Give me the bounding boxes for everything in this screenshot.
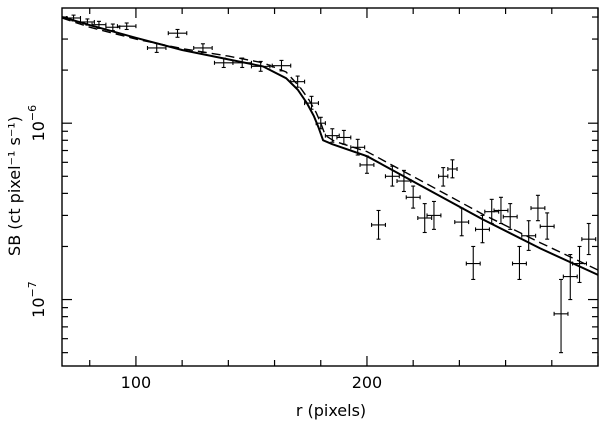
data-point [572, 245, 587, 284]
x-tick-labels: 100 200 [121, 373, 383, 392]
data-point [521, 220, 537, 251]
data-point [581, 222, 597, 256]
data-point [502, 203, 518, 230]
data-point [167, 28, 188, 38]
data-point [417, 203, 433, 234]
data-point [405, 185, 421, 209]
y-tick-label: 10−7 [26, 281, 48, 318]
data-point [484, 198, 500, 225]
data-point [336, 129, 352, 145]
y-tick-labels: 10−6 10−7 [26, 105, 48, 318]
data-point [324, 128, 340, 143]
x-tick-label: 200 [352, 373, 383, 392]
data-point [553, 278, 569, 354]
data-point [396, 169, 412, 193]
y-axis-label: SB (ct pixel⁻¹ s⁻¹) [5, 116, 24, 256]
data-point [493, 196, 509, 225]
y-tick-label-base: 10 [29, 121, 48, 141]
y-tick-label-exponent: −7 [26, 281, 39, 297]
data-point [66, 14, 82, 22]
model-curves [61, 16, 599, 276]
data-point [271, 59, 292, 72]
data-point [454, 207, 470, 237]
y-tick-label-base: 10 [29, 297, 48, 317]
data-point [304, 95, 319, 110]
y-tick-label-exponent: −6 [26, 105, 39, 121]
x-tick-label: 100 [121, 373, 152, 392]
data-point [250, 60, 271, 72]
data-point [465, 245, 481, 281]
data-point [511, 245, 527, 281]
axis-ticks [62, 8, 599, 366]
data-point [530, 194, 546, 222]
model-curve-solid [61, 16, 599, 276]
data-point [79, 18, 95, 26]
model-curve-dashed [61, 17, 599, 271]
data-point [475, 214, 490, 244]
data-point [193, 43, 213, 53]
data-point [290, 75, 306, 88]
data-point [447, 159, 458, 179]
data-points [66, 14, 597, 354]
x-axis-label: r (pixels) [296, 401, 366, 420]
data-point [116, 22, 137, 31]
data-point [426, 200, 442, 230]
data-point [350, 138, 366, 156]
data-point [232, 57, 252, 69]
y-tick-label: 10−6 [26, 105, 48, 142]
data-point [562, 253, 578, 301]
data-point [146, 42, 167, 53]
plot-frame [61, 7, 599, 367]
data-point [438, 167, 449, 187]
data-point [371, 209, 386, 240]
data-point [384, 165, 400, 187]
data-point [315, 116, 326, 130]
data-point [539, 212, 555, 240]
data-point [359, 155, 375, 174]
